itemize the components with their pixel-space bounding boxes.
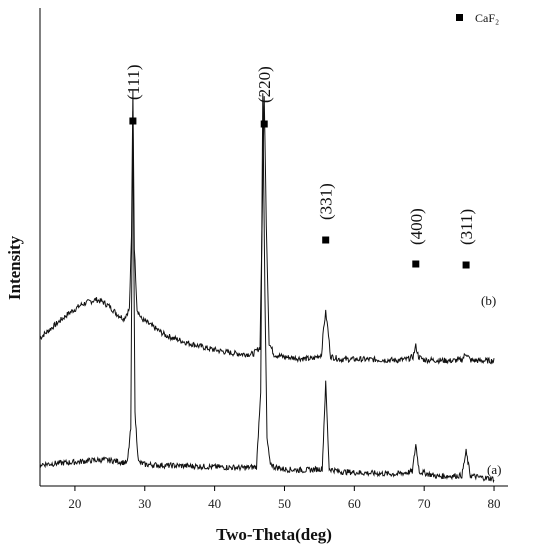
x-tick-label: 30 (138, 496, 151, 511)
series-layer (39, 90, 495, 484)
x-axis-title: Two-Theta(deg) (216, 525, 332, 544)
x-tick-label: 80 (488, 496, 501, 511)
x-tick-label: 70 (418, 496, 431, 511)
y-axis-title: Intensity (5, 235, 24, 300)
peak-annotation: (111) (124, 64, 143, 100)
peak-marker (412, 260, 420, 268)
peak-annotation: (220) (255, 66, 274, 103)
series-line-b (39, 90, 495, 365)
series-label-a: (a) (487, 462, 501, 477)
peak-marker (322, 236, 330, 244)
peak-annotation: (311) (457, 209, 476, 245)
peak-marker-layer (129, 117, 470, 269)
peak-annotation-layer: (111) (220) (331) (400) (311) (124, 64, 476, 245)
x-tick-label: 60 (348, 496, 361, 511)
x-tick-label: 50 (278, 496, 291, 511)
series-label-b: (b) (481, 293, 496, 308)
peak-annotation: (400) (407, 208, 426, 245)
legend-label: CaF₂ (475, 11, 499, 25)
peak-marker (260, 120, 268, 128)
series-line-a (39, 93, 495, 484)
x-tick-label: 20 (68, 496, 81, 511)
x-tick-label: 40 (208, 496, 221, 511)
legend-marker (456, 14, 463, 21)
peak-marker (129, 117, 137, 125)
peak-marker (462, 261, 470, 269)
x-ticks: 20 30 40 50 60 70 80 (68, 486, 501, 511)
peak-annotation: (331) (317, 183, 336, 220)
